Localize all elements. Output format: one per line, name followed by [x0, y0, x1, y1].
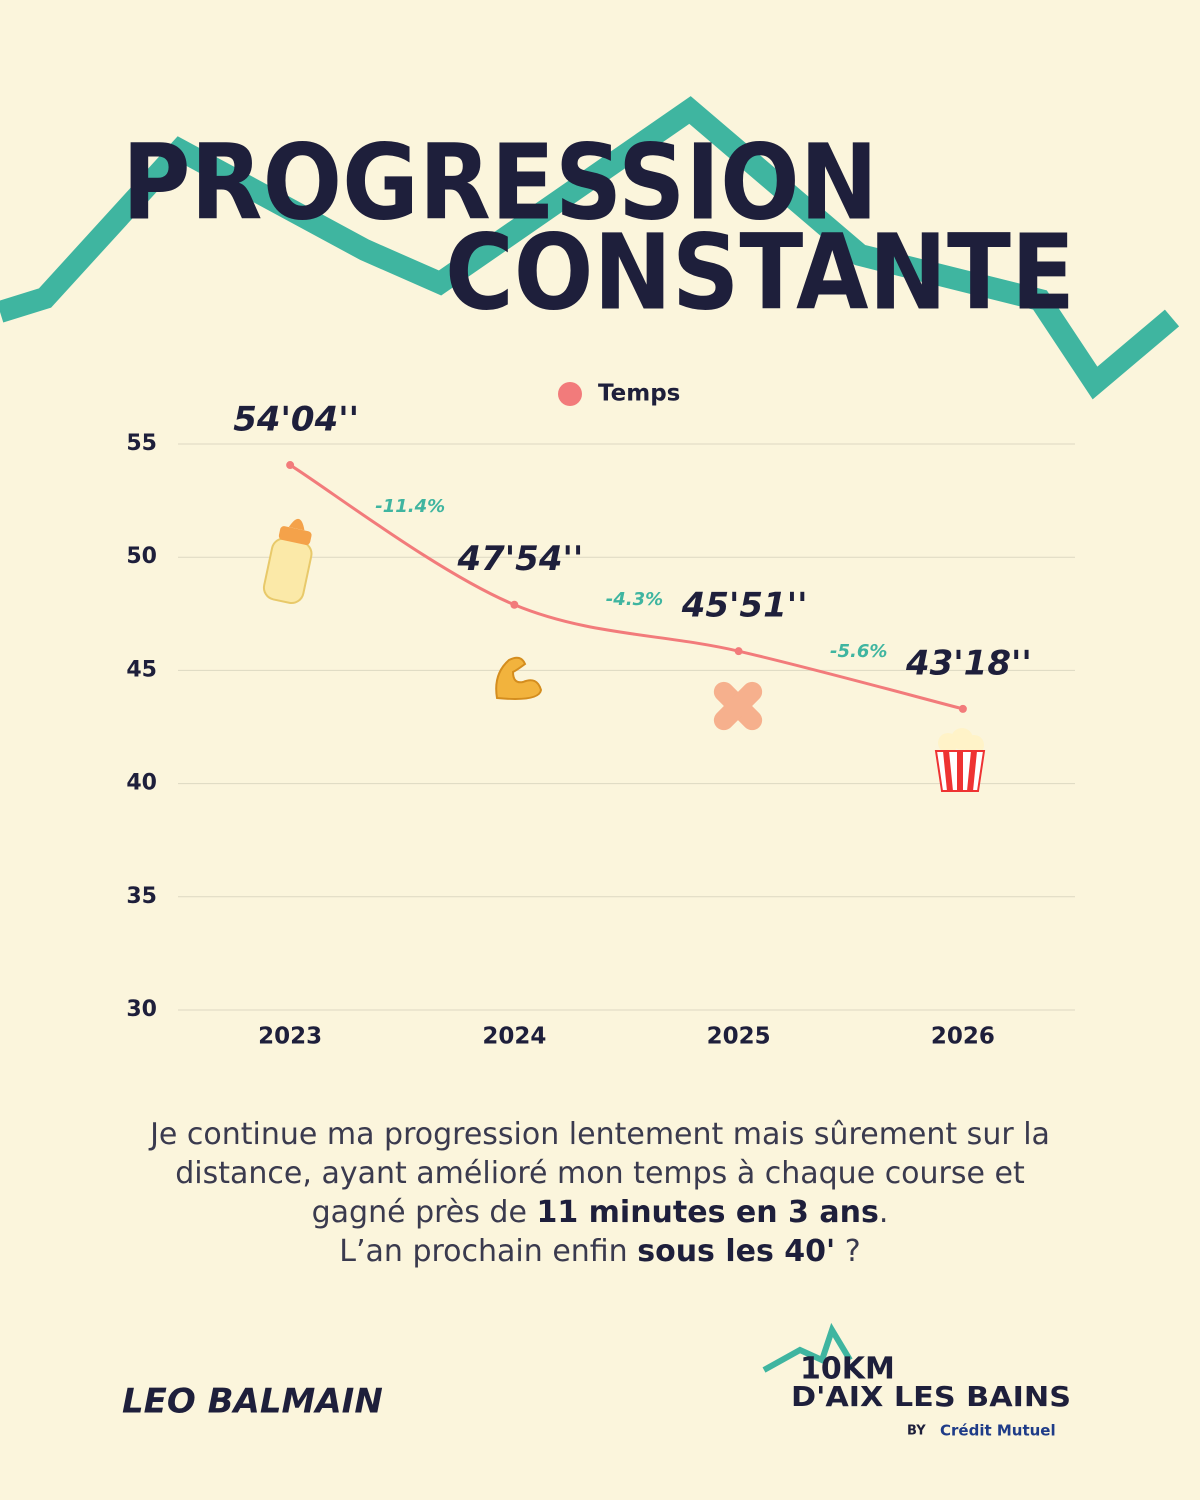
x-tick-label: 2026 — [931, 1024, 995, 1050]
icon-muscle — [495, 656, 543, 700]
decor-line — [0, 96, 1180, 400]
icon-bottle — [262, 518, 313, 605]
logo-sponsor: Crédit Mutuel — [940, 1422, 1056, 1440]
description-text: 11 minutes en 3 ans — [536, 1195, 878, 1230]
value-label: 45'51'' — [681, 586, 808, 626]
icon-popcorn — [934, 728, 986, 792]
annotation: -11.4% — [375, 496, 445, 517]
logo-text: 10KM — [800, 1352, 895, 1387]
y-tick-label: 30 — [126, 997, 157, 1022]
description-text: sous les 40' — [637, 1234, 835, 1269]
logo: 10KM D'AIX LES BAINS BY Crédit Mutuel — [762, 1322, 1071, 1440]
annotation: -4.3% — [606, 589, 663, 610]
x-tick-label: 2024 — [482, 1024, 546, 1050]
point — [510, 600, 519, 609]
y-tick-label: 55 — [126, 431, 157, 456]
point — [734, 647, 743, 656]
description-text: distance, ayant amélioré mon temps à cha… — [175, 1156, 1025, 1191]
title-line: PROGRESSION — [122, 121, 878, 243]
line — [289, 463, 964, 711]
y-tick-label: 40 — [126, 771, 157, 796]
author: LEO BALMAIN — [122, 1382, 383, 1422]
x-tick-label: 2025 — [707, 1024, 771, 1050]
y-tick-label: 50 — [126, 544, 157, 569]
legend-label: Temps — [598, 381, 680, 407]
value-label: 43'18'' — [905, 643, 1032, 683]
description-text: L’an prochain enfin — [339, 1234, 637, 1269]
annotation: -5.6% — [830, 641, 887, 662]
point — [286, 461, 295, 470]
value-label: 47'54'' — [456, 539, 583, 579]
description-text: gagné près de — [312, 1195, 537, 1230]
description-text: Je continue ma progression lentement mai… — [148, 1117, 1050, 1152]
description-text: ? — [835, 1234, 860, 1269]
description-line: Je continue ma progression lentement mai… — [148, 1117, 1050, 1152]
description-text: . — [879, 1195, 889, 1230]
icon-bandage — [713, 681, 763, 731]
description-line: L’an prochain enfin sous les 40' ? — [339, 1234, 860, 1269]
description-line: distance, ayant amélioré mon temps à cha… — [175, 1156, 1025, 1191]
logo-text: D'AIX LES BAINS — [791, 1380, 1071, 1413]
logo-by: BY — [907, 1424, 926, 1439]
logo-mountain — [762, 1322, 853, 1373]
value-label: 54'04'' — [233, 400, 359, 440]
y-tick-label: 45 — [126, 657, 157, 682]
icons — [262, 518, 986, 792]
legend-marker — [558, 382, 582, 406]
x-tick-label: 2023 — [258, 1024, 322, 1050]
point — [958, 704, 967, 713]
y-tick-label: 35 — [126, 884, 157, 909]
title-line: CONSTANTE — [445, 211, 1075, 333]
description-line: gagné près de 11 minutes en 3 ans. — [312, 1195, 889, 1230]
